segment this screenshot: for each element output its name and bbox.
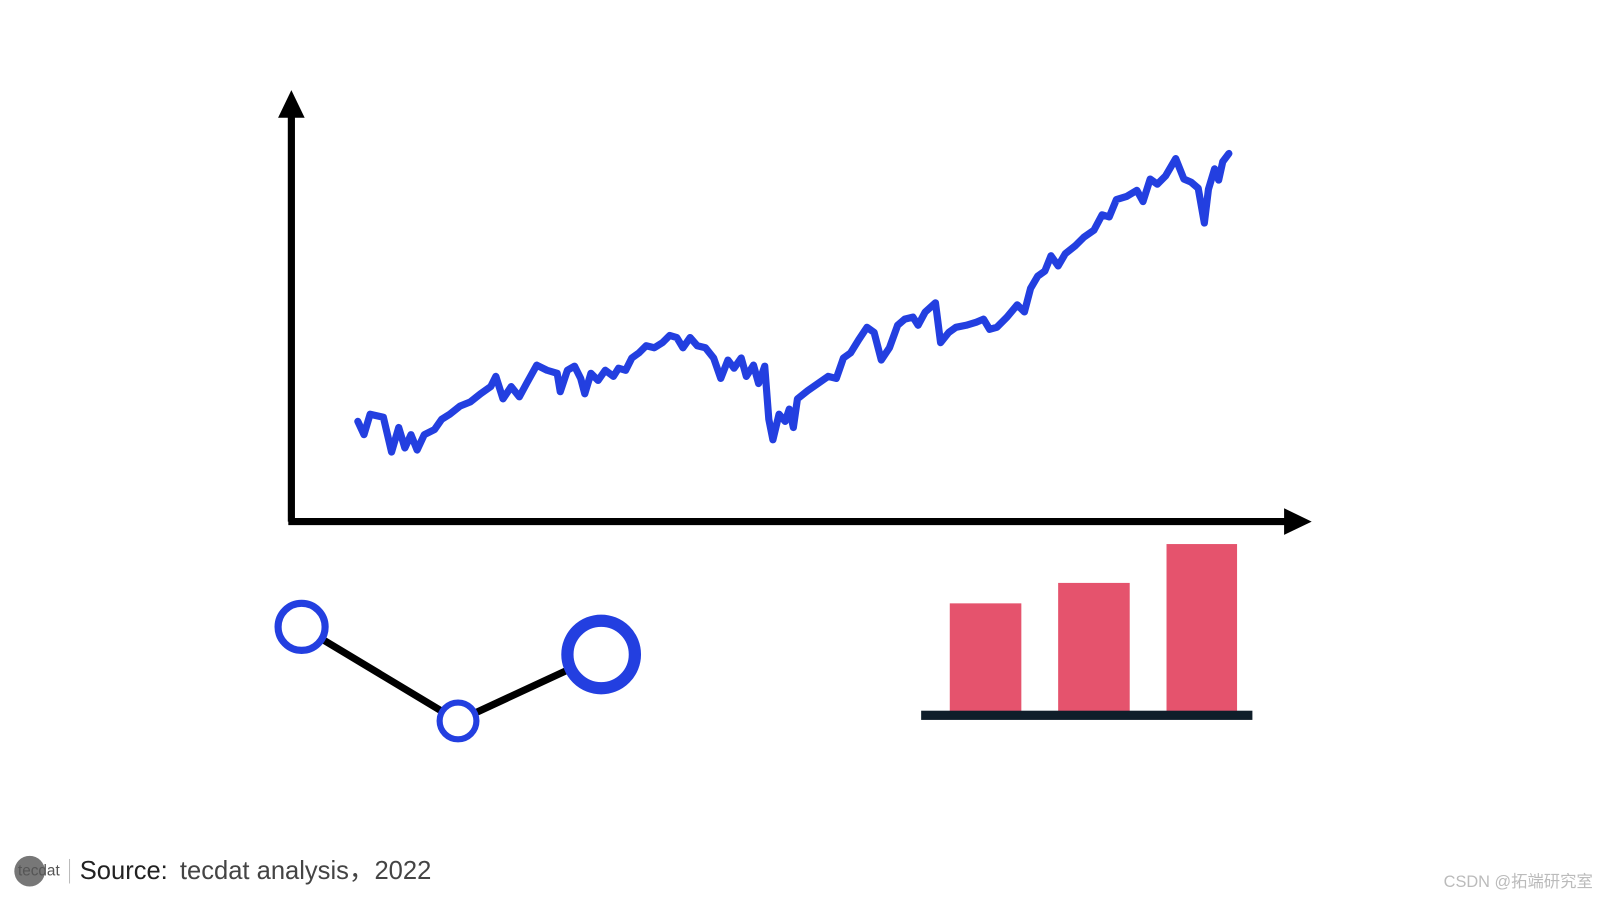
icon-bar (1058, 582, 1130, 712)
network-node (436, 699, 480, 743)
y-arrow (278, 90, 305, 118)
x-arrow (1284, 508, 1312, 535)
icon-bar (1166, 544, 1238, 712)
icon-baseline (921, 710, 1253, 720)
network-node (274, 599, 329, 654)
decorative-line (354, 149, 1233, 456)
logo-text: tecdat (18, 862, 60, 879)
source-text: tecdat analysis，2022 (180, 857, 431, 885)
logo-circle (14, 855, 45, 887)
network-node (561, 614, 642, 695)
icon-bar (949, 603, 1022, 712)
source-label: Source: (80, 857, 168, 885)
watermark: CSDN @拓端研究室 (1444, 873, 1593, 891)
